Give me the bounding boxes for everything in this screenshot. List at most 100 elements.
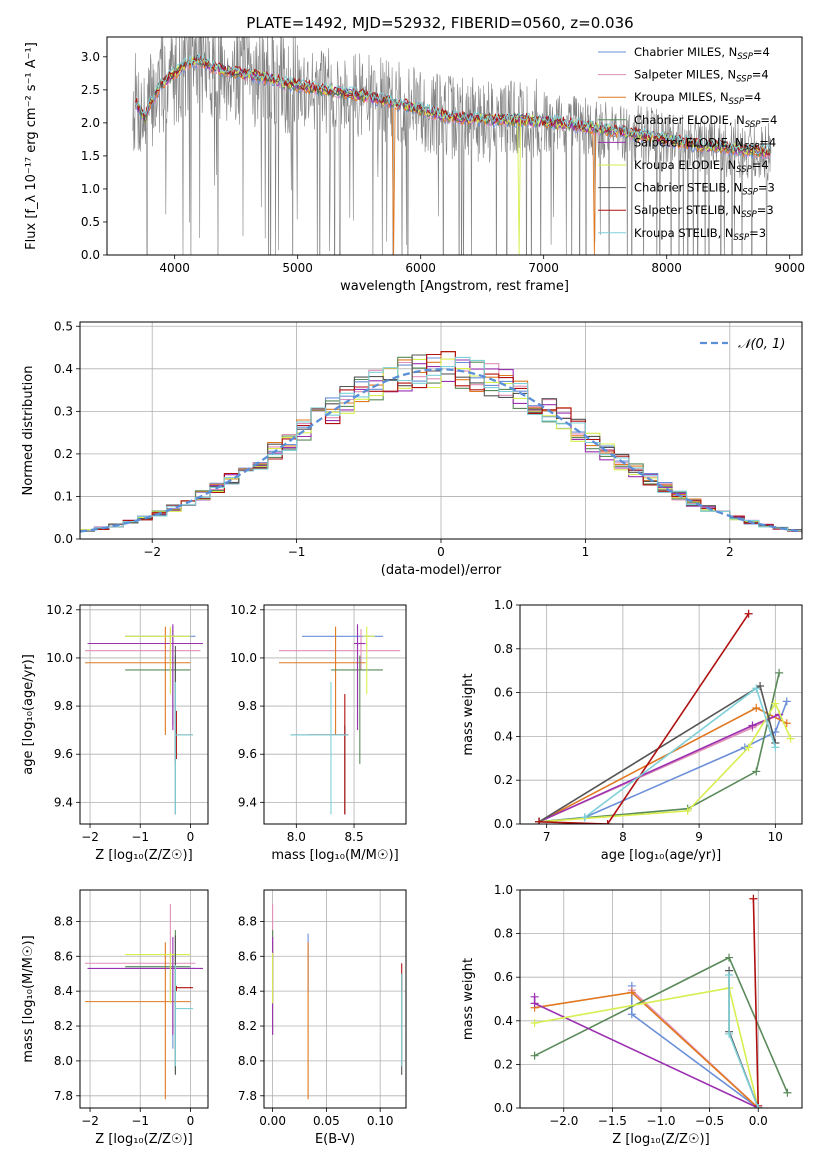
- y-tick-label: 9.8: [238, 699, 257, 713]
- x-tick-label: 8.0: [287, 830, 306, 844]
- y-tick-label: 10.2: [230, 603, 257, 617]
- y-tick-label: 10.0: [46, 651, 73, 665]
- y-tick-label: 8.2: [238, 1019, 257, 1033]
- x-tick-label: 1: [582, 545, 590, 559]
- x-tick-label: 8.5: [345, 830, 364, 844]
- data-point: [775, 668, 784, 677]
- legend-entry: Kroupa STELIB, NSSP=3: [634, 226, 766, 243]
- figure-title: PLATE=1492, MJD=52932, FIBERID=0560, z=0…: [246, 14, 633, 32]
- data-point: [771, 699, 780, 708]
- series-line: [538, 684, 777, 823]
- x-tick-label: −2.0: [549, 1114, 578, 1128]
- mass-vs-ebv-panel: 0.00 0.05 0.10 7.8 8.0 8.2 8.4 8.6 8.8 E(B-V): [238, 889, 407, 1147]
- data-point: [754, 1104, 763, 1108]
- residuals-panel: −2 −1 0 1 2 0.0 0.1 0.2 0.3 0.4 0.5 (data-model)/er…: [21, 319, 803, 578]
- series-line: [584, 686, 777, 819]
- histogram-steps: [80, 356, 802, 534]
- x-tick-label: 0: [187, 830, 195, 844]
- errorbar-plot-area: [279, 624, 401, 815]
- x-tick-label: 0: [187, 1114, 195, 1128]
- y-tick-label: 8.4: [238, 984, 257, 998]
- mass-weight-vs-Z-panel: −2.0 −1.5 −1.0 −0.5 0.0 0.0 0.2 0.4 0.6 0.8 1.0 Z […: [461, 883, 803, 1147]
- residuals-plot-area: [80, 351, 802, 534]
- x-tick-label: −1: [131, 1114, 149, 1128]
- legend-entry: Salpeter STELIB, NSSP=3: [634, 203, 774, 220]
- y-tick-label: 10.0: [230, 651, 257, 665]
- x-tick-label: −2: [81, 1114, 99, 1128]
- mass-weight-vs-age-panel: 7 8 9 10 0.0 0.2 0.4 0.6 0.8 1.0 age [log₁₀(age/yr…: [461, 598, 803, 863]
- errorbar-plot-area: [272, 903, 403, 1100]
- y-tick-label: 0.2: [54, 447, 73, 461]
- legend-entry: Chabrier ELODIE, NSSP=4: [634, 113, 777, 130]
- x-tick-label: 6000: [405, 261, 436, 275]
- y-tick-label: 8.8: [54, 914, 73, 928]
- data-point: [752, 767, 761, 776]
- axes-frame: [79, 321, 803, 540]
- model-spectrum-line: [135, 57, 771, 255]
- series-line: [538, 713, 780, 823]
- x-axis-label: Z [log₁₀(Z/Z☉)]: [612, 1132, 709, 1147]
- x-tick-label: 0.00: [259, 1114, 286, 1128]
- x-axis-label: age [log₁₀(age/yr)]: [601, 848, 722, 863]
- y-tick-label: 0.4: [494, 1014, 513, 1028]
- y-tick-label: 9.4: [238, 795, 257, 809]
- x-axis-label: wavelength [Angstrom, rest frame]: [340, 279, 569, 294]
- x-tick-label: −2: [81, 830, 99, 844]
- data-point: [725, 971, 734, 980]
- y-tick-label: 2.0: [81, 116, 100, 130]
- axes-frame: [519, 604, 803, 825]
- y-tick-label: 0.2: [494, 1057, 513, 1071]
- y-tick-label: 0.5: [54, 319, 73, 333]
- data-point: [627, 1010, 636, 1019]
- x-axis-label: mass [log₁₀(M/M☉)]: [271, 848, 398, 863]
- data-point: [749, 894, 758, 903]
- x-axis-label: Z [log₁₀(Z/Z☉)]: [95, 1132, 192, 1147]
- y-tick-label: 9.6: [238, 747, 257, 761]
- axes-frame: [263, 889, 407, 1109]
- legend-entry: Salpeter MILES, NSSP=4: [634, 68, 769, 85]
- data-point: [530, 1051, 539, 1060]
- data-point: [725, 953, 734, 962]
- y-tick-label: 0.0: [494, 817, 513, 831]
- y-tick-label: 10.2: [46, 603, 73, 617]
- legend-entry: Kroupa MILES, NSSP=4: [634, 90, 761, 107]
- y-tick-label: 1.5: [81, 149, 100, 163]
- data-point: [783, 1088, 792, 1097]
- age-vs-mass-panel: 8.0 8.5 9.4 9.6 9.8 10.0 10.2 mass [log₁₀(M/M☉)…: [230, 603, 407, 863]
- data-point: [683, 806, 692, 815]
- x-tick-label: 0.10: [367, 1114, 394, 1128]
- x-tick-label: −1: [288, 545, 306, 559]
- x-tick-label: −1.0: [646, 1114, 675, 1128]
- data-point: [744, 743, 753, 752]
- y-tick-label: 7.8: [54, 1089, 73, 1103]
- y-tick-label: 0.3: [54, 404, 73, 418]
- normal-curve-line: [80, 368, 802, 533]
- data-point: [782, 697, 791, 706]
- x-tick-label: −1.5: [598, 1114, 627, 1128]
- y-tick-label: 0.8: [494, 642, 513, 656]
- legend-entry: Salpeter ELODIE, NSSP=4: [634, 135, 776, 152]
- data-point: [725, 1029, 734, 1038]
- axes-frame: [79, 604, 209, 825]
- x-tick-label: −2: [143, 545, 161, 559]
- data-point: [627, 988, 636, 997]
- y-tick-label: 8.2: [54, 1019, 73, 1033]
- y-tick-label: 9.4: [54, 795, 73, 809]
- legend-entry: Chabrier STELIB, NSSP=3: [634, 181, 775, 198]
- line-plot-area: [530, 894, 792, 1108]
- age-vs-Z-panel: −2 −1 0 9.4 9.6 9.8 10.0 10.2 Z [log₁₀(Z/Z☉)] age…: [21, 603, 209, 863]
- y-axis-label: age [log₁₀(age/yr)]: [21, 654, 36, 775]
- x-tick-label: 8: [619, 830, 627, 844]
- data-point: [603, 820, 612, 824]
- x-tick-label: 0.0: [749, 1114, 768, 1128]
- data-point: [752, 684, 761, 693]
- spectrum-panel: 4000 5000 6000 7000 8000 9000 0.0 0.5 1.0 1.5 2.0 2…: [24, 36, 805, 294]
- x-tick-label: 7000: [528, 261, 559, 275]
- y-tick-label: 2.5: [81, 83, 100, 97]
- x-tick-label: 10: [768, 830, 783, 844]
- x-tick-label: 2: [726, 545, 734, 559]
- y-tick-label: 0.5: [81, 215, 100, 229]
- y-tick-label: 0.4: [494, 729, 513, 743]
- y-tick-label: 0.6: [494, 686, 513, 700]
- mass-vs-Z-panel: −2 −1 0 7.8 8.0 8.2 8.4 8.6 8.8 Z [log₁₀(Z/Z☉)] ma…: [21, 889, 209, 1147]
